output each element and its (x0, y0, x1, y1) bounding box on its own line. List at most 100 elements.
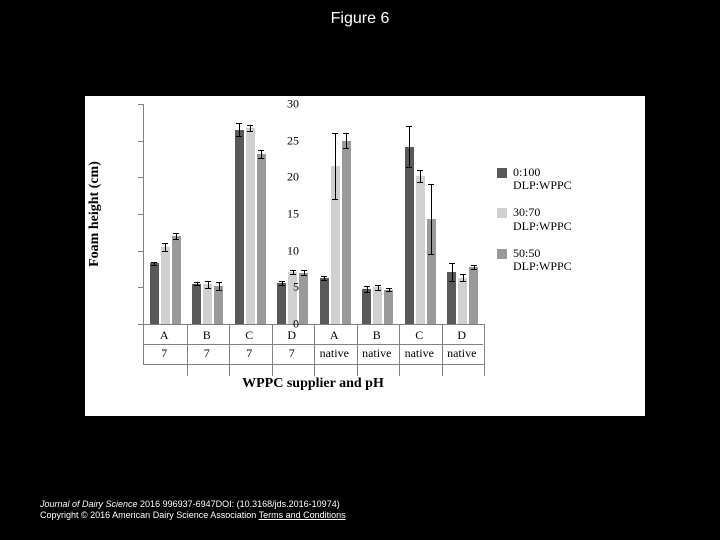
y-tick-label: 10 (287, 243, 299, 258)
error-cap (236, 136, 242, 137)
error-cap (321, 276, 327, 277)
error-cap (471, 265, 477, 266)
error-cap (406, 126, 412, 127)
error-bar (165, 243, 166, 252)
error-cap (216, 282, 222, 283)
legend-label: 50:50 DLP:WPPC (513, 247, 572, 273)
legend-label: 30:70 DLP:WPPC (513, 206, 572, 232)
bar (150, 263, 159, 324)
y-tick (138, 177, 144, 178)
y-tick (138, 141, 144, 142)
error-cap (151, 262, 157, 263)
citation: Journal of Dairy Science 2016 996937-694… (40, 499, 346, 522)
bar (203, 284, 212, 324)
bar (373, 287, 382, 324)
error-bar (431, 184, 432, 254)
error-bar (261, 150, 262, 157)
error-bar (219, 282, 220, 289)
error-bar (463, 274, 464, 281)
error-cap (364, 292, 370, 293)
error-bar (409, 126, 410, 167)
y-tick (138, 287, 144, 288)
y-tick-label: 30 (287, 97, 299, 112)
plot-area (143, 104, 484, 325)
error-cap (321, 280, 327, 281)
bar (405, 147, 414, 324)
y-tick (138, 214, 144, 215)
x-axis-title: WPPC supplier and pH (143, 376, 483, 392)
error-cap (428, 184, 434, 185)
legend-swatch (497, 208, 507, 218)
error-cap (386, 288, 392, 289)
error-cap (343, 133, 349, 134)
error-cap (386, 291, 392, 292)
error-bar (346, 133, 347, 148)
legend: 0:100 DLP:WPPC 30:70 DLP:WPPC 50:50 DLP:WP… (497, 166, 572, 287)
error-cap (258, 158, 264, 159)
error-cap (236, 123, 242, 124)
error-bar (239, 123, 240, 136)
y-tick-label: 25 (287, 133, 299, 148)
error-cap (471, 269, 477, 270)
error-cap (194, 285, 200, 286)
error-cap (162, 243, 168, 244)
y-tick-label: 5 (293, 280, 299, 295)
bar (384, 290, 393, 324)
error-cap (301, 270, 307, 271)
error-bar (420, 170, 421, 182)
figure-title: Figure 6 (0, 10, 720, 28)
error-cap (449, 281, 455, 282)
bar (299, 273, 308, 324)
error-cap (205, 288, 211, 289)
bar (161, 247, 170, 324)
error-cap (205, 281, 211, 282)
error-cap (173, 233, 179, 234)
legend-swatch (497, 168, 507, 178)
bar (192, 284, 201, 324)
error-cap (406, 167, 412, 168)
error-cap (364, 286, 370, 287)
error-bar (208, 281, 209, 288)
bar (235, 130, 244, 324)
error-cap (460, 281, 466, 282)
error-cap (332, 199, 338, 200)
y-tick-label: 20 (287, 170, 299, 185)
legend-item: 50:50 DLP:WPPC (497, 247, 572, 273)
error-cap (375, 290, 381, 291)
bar (416, 176, 425, 324)
error-cap (449, 263, 455, 264)
error-cap (194, 282, 200, 283)
y-tick (138, 251, 144, 252)
error-cap (216, 290, 222, 291)
error-cap (247, 125, 253, 126)
bar (320, 278, 329, 324)
error-cap (460, 274, 466, 275)
bar (458, 278, 467, 324)
chart: Foam height (cm) WPPC supplier and pH 0:… (85, 96, 645, 416)
citation-copyright: Copyright © 2016 American Dairy Science … (40, 510, 259, 520)
x-label-midline (143, 344, 483, 345)
error-cap (417, 182, 423, 183)
error-cap (258, 150, 264, 151)
y-axis-title: Foam height (cm) (87, 161, 103, 267)
error-cap (301, 275, 307, 276)
error-cap (151, 265, 157, 266)
y-tick-label: 15 (287, 207, 299, 222)
error-cap (332, 133, 338, 134)
error-cap (290, 270, 296, 271)
error-cap (343, 148, 349, 149)
bar (469, 267, 478, 324)
bar (246, 128, 255, 324)
error-cap (162, 251, 168, 252)
bar (257, 154, 266, 324)
bar (277, 283, 286, 324)
terms-and-conditions-link[interactable]: Terms and Conditions (259, 510, 346, 520)
error-bar (452, 263, 453, 281)
y-tick (138, 104, 144, 105)
error-cap (290, 274, 296, 275)
citation-journal: Journal of Dairy Science (40, 499, 138, 509)
legend-swatch (497, 249, 507, 259)
legend-label: 0:100 DLP:WPPC (513, 166, 572, 192)
error-cap (247, 131, 253, 132)
bar (214, 286, 223, 324)
